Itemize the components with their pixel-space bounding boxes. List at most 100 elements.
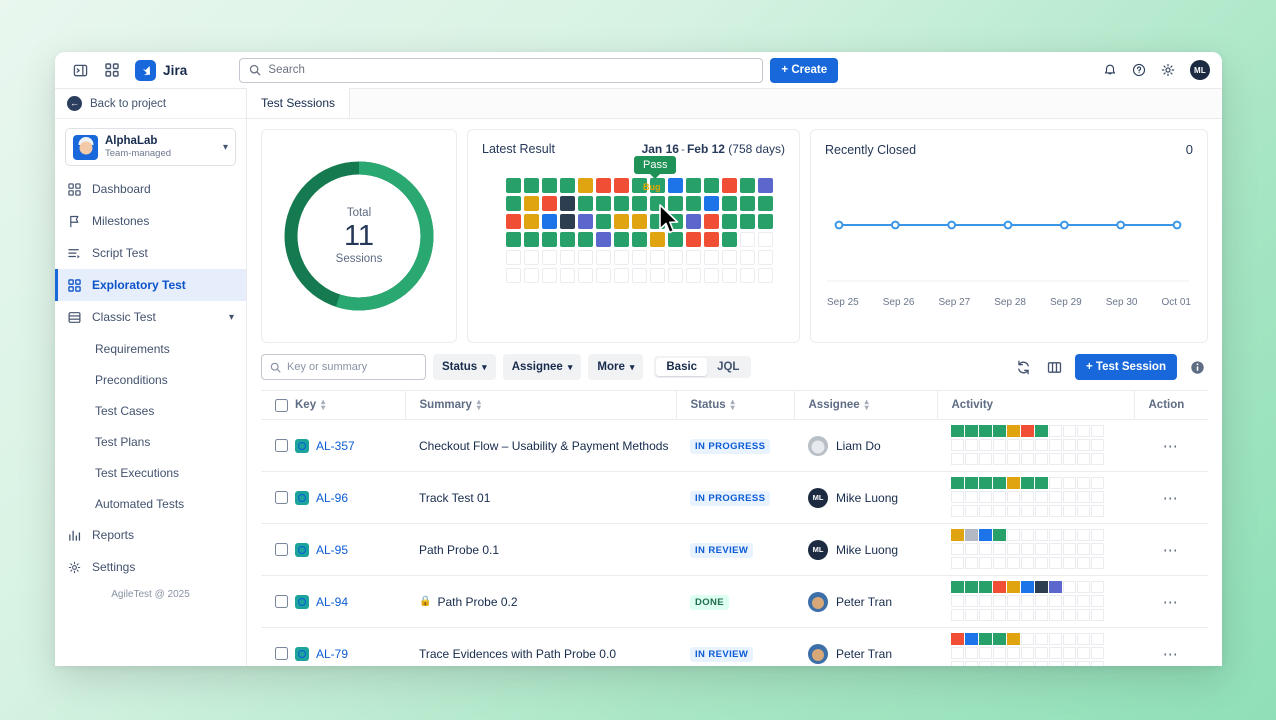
activity-grid[interactable]: [951, 580, 1134, 623]
activity-cell-square[interactable]: [1049, 452, 1062, 465]
activity-cell-square[interactable]: [951, 438, 964, 451]
heatmap-cell[interactable]: [596, 268, 611, 283]
activity-cell-square[interactable]: [1007, 580, 1020, 593]
heatmap-cell[interactable]: [722, 232, 737, 247]
heatmap-cell[interactable]: [686, 250, 701, 265]
heatmap-cell[interactable]: [506, 214, 521, 229]
heatmap-cell[interactable]: [560, 196, 575, 211]
activity-cell-square[interactable]: [951, 542, 964, 555]
activity-cell-square[interactable]: [979, 556, 992, 569]
activity-cell-square[interactable]: [951, 556, 964, 569]
heatmap-cell[interactable]: [560, 232, 575, 247]
activity-cell-square[interactable]: [1035, 476, 1048, 489]
column-header-assignee[interactable]: Assignee ▴ ▾: [793, 390, 937, 420]
issue-key-link[interactable]: AL-79: [295, 646, 405, 661]
activity-cell-square[interactable]: [965, 646, 978, 659]
heatmap-cell[interactable]: [524, 232, 539, 247]
activity-cell-square[interactable]: [1077, 580, 1090, 593]
heatmap-cell[interactable]: [740, 214, 755, 229]
heatmap-cell[interactable]: [578, 232, 593, 247]
sidebar-item-exploratory-test[interactable]: Exploratory Test: [55, 269, 246, 302]
sidebar-item-reports[interactable]: Reports: [55, 519, 246, 551]
row-actions-menu-icon[interactable]: ⋯: [1162, 645, 1180, 663]
activity-cell-square[interactable]: [1035, 424, 1048, 437]
activity-cell-square[interactable]: [1091, 504, 1104, 517]
activity-cell-square[interactable]: [1007, 660, 1020, 666]
activity-cell-square[interactable]: [1049, 528, 1062, 541]
activity-cell-square[interactable]: [1021, 580, 1034, 593]
heatmap-cell[interactable]: [596, 250, 611, 265]
activity-cell-square[interactable]: [1021, 646, 1034, 659]
issue-key-link[interactable]: AL-96: [295, 490, 405, 505]
gear-icon[interactable]: [1155, 57, 1181, 83]
row-checkbox[interactable]: [275, 543, 288, 556]
sort-icon[interactable]: ▴ ▾: [476, 397, 481, 412]
heatmap-cell[interactable]: [668, 250, 683, 265]
status-badge[interactable]: IN PROGRESS: [690, 438, 771, 454]
activity-cell-square[interactable]: [979, 580, 992, 593]
activity-grid[interactable]: [951, 476, 1134, 519]
activity-cell-square[interactable]: [979, 438, 992, 451]
activity-cell-square[interactable]: [1091, 632, 1104, 645]
heatmap-cell[interactable]: [632, 268, 647, 283]
heatmap-cell[interactable]: [758, 268, 773, 283]
activity-cell-square[interactable]: [1063, 476, 1076, 489]
chevron-down-icon[interactable]: ▾: [222, 141, 228, 153]
activity-cell-square[interactable]: [951, 580, 964, 593]
activity-cell-square[interactable]: [1021, 438, 1034, 451]
sidebar-item-test-plans[interactable]: Test Plans: [55, 426, 246, 457]
bell-icon[interactable]: [1097, 57, 1123, 83]
activity-cell-square[interactable]: [1049, 594, 1062, 607]
row-actions-menu-icon[interactable]: ⋯: [1162, 437, 1180, 455]
avatar[interactable]: ML: [808, 487, 828, 508]
columns-icon[interactable]: [1044, 356, 1066, 378]
row-checkbox[interactable]: [275, 491, 288, 504]
activity-cell-square[interactable]: [1063, 542, 1076, 555]
heatmap-cell[interactable]: [758, 178, 773, 193]
heatmap-cell[interactable]: [686, 214, 701, 229]
activity-cell-square[interactable]: [1063, 438, 1076, 451]
heatmap-cell[interactable]: [686, 178, 701, 193]
activity-cell-square[interactable]: [1035, 580, 1048, 593]
heatmap-cell[interactable]: [632, 178, 647, 193]
assignee-filter[interactable]: Assignee ▾: [502, 354, 582, 380]
activity-cell-square[interactable]: [1091, 542, 1104, 555]
activity-cell-square[interactable]: [993, 438, 1006, 451]
sidebar-item-requirements[interactable]: Requirements: [55, 333, 246, 364]
avatar[interactable]: ML: [808, 539, 828, 560]
issue-key-link[interactable]: AL-94: [295, 594, 405, 609]
activity-cell-square[interactable]: [1021, 476, 1034, 489]
activity-cell-square[interactable]: [993, 424, 1006, 437]
result-heatmap[interactable]: Pass Bug: [506, 156, 785, 286]
refresh-icon[interactable]: [1013, 356, 1035, 378]
activity-cell-square[interactable]: [1091, 452, 1104, 465]
heatmap-cell[interactable]: [542, 214, 557, 229]
activity-cell-square[interactable]: [965, 632, 978, 645]
heatmap-cell[interactable]: [650, 214, 665, 229]
heatmap-cell[interactable]: [704, 268, 719, 283]
heatmap-cell[interactable]: [614, 250, 629, 265]
activity-cell-square[interactable]: [979, 490, 992, 503]
heatmap-cell[interactable]: [614, 196, 629, 211]
activity-cell-square[interactable]: [1007, 424, 1020, 437]
activity-cell-square[interactable]: [951, 608, 964, 621]
heatmap-cell[interactable]: [650, 268, 665, 283]
heatmap-cell[interactable]: [560, 268, 575, 283]
line-chart-point[interactable]: [1003, 220, 1013, 230]
activity-cell-square[interactable]: [979, 646, 992, 659]
status-badge[interactable]: IN REVIEW: [690, 646, 754, 662]
activity-cell-square[interactable]: [1077, 452, 1090, 465]
activity-cell-square[interactable]: [993, 632, 1006, 645]
activity-cell-square[interactable]: [1049, 424, 1062, 437]
heatmap-cell[interactable]: [596, 178, 611, 193]
heatmap-cell[interactable]: [650, 178, 665, 193]
heatmap-cell[interactable]: [740, 250, 755, 265]
avatar[interactable]: [808, 435, 828, 456]
jira-logo[interactable]: Jira: [135, 59, 187, 81]
activity-cell-square[interactable]: [1007, 542, 1020, 555]
activity-cell-square[interactable]: [1063, 528, 1076, 541]
heatmap-cell[interactable]: [740, 232, 755, 247]
activity-cell-square[interactable]: [1049, 504, 1062, 517]
line-chart-point[interactable]: [890, 220, 900, 230]
activity-cell-square[interactable]: [1091, 476, 1104, 489]
